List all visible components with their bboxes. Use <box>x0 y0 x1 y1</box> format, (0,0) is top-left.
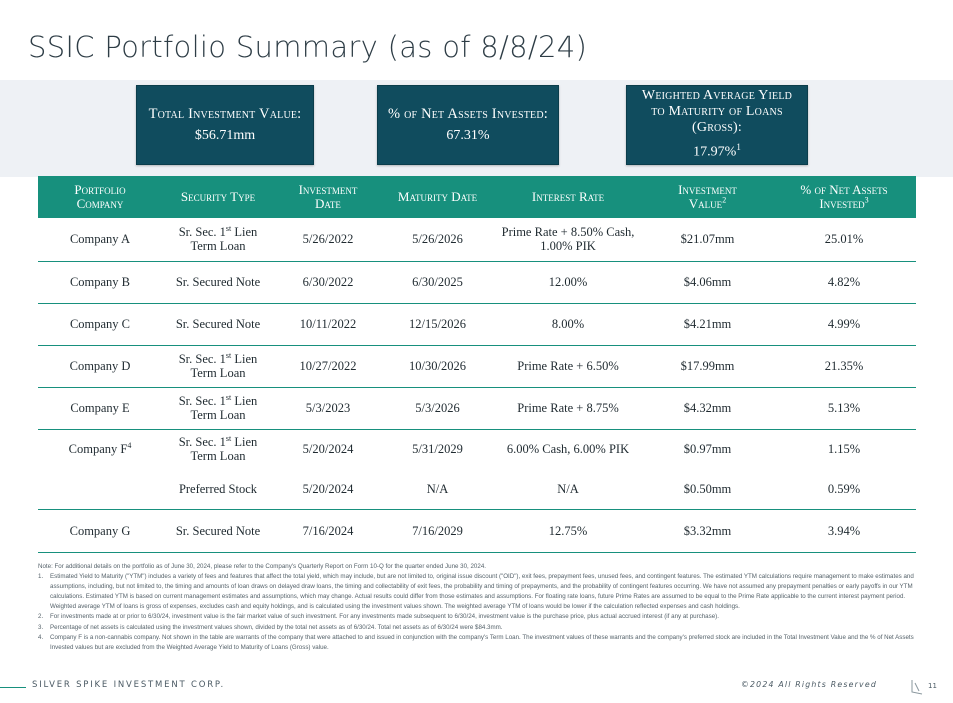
cell-pct-net-assets: 4.82% <box>772 261 916 304</box>
kpi-value: 67.31% <box>446 127 490 143</box>
cell-investment-date: 5/20/2024 <box>302 442 354 457</box>
kpi-label: Total Investment Value: <box>148 105 302 122</box>
cell-investment-value: $21.07mm <box>643 218 772 262</box>
header-interest-rate: Interest Rate <box>493 176 643 218</box>
cell-investment-date: 5/26/2022 <box>274 218 382 262</box>
cell-security-type: Sr. Secured Note <box>162 303 274 346</box>
cell-interest-rate: 6.00% Cash, 6.00% PIK <box>506 442 630 457</box>
cell-maturity-date: 10/30/2026 <box>382 345 493 388</box>
cell-company: Company G <box>38 509 162 553</box>
cell-interest-rate: Prime Rate + 8.50% Cash, 1.00% PIK <box>493 218 643 262</box>
cell-investment-date: 10/27/2022 <box>274 345 382 388</box>
cell-security-type: Preferred Stock <box>162 469 274 510</box>
cell-investment-date: 5/3/2023 <box>274 387 382 430</box>
kpi-label-line-2: to Maturity of Loans <box>651 104 783 120</box>
footer-copyright: ©2024 All Rights Reserved <box>741 680 877 689</box>
cell-investment-date: 7/16/2024 <box>274 509 382 553</box>
cell-interest-rate: N/A <box>493 469 643 510</box>
cell-maturity-date: 5/3/2026 <box>382 387 493 430</box>
cell-investment-date: 5/20/2024 <box>274 469 382 510</box>
footnotes: Note: For additional details on the port… <box>38 562 916 653</box>
cell-investment-value: $3.32mm <box>643 509 772 553</box>
kpi-net-assets-invested: % of Net Assets Invested: 67.31% <box>377 85 559 165</box>
cell-security-type: Sr. Sec. 1st Lien Term Loan <box>178 434 258 464</box>
page-number: 11 <box>928 682 937 690</box>
table-row: Company F4 Sr. Sec. 1st Lien Term Loan 5/… <box>38 429 916 469</box>
table-row: Company D Sr. Sec. 1st Lien Term Loan 10/… <box>38 345 916 388</box>
cell-investment-value: $4.06mm <box>643 261 772 304</box>
cell-interest-rate: Prime Rate + 6.50% <box>493 345 643 388</box>
footnote-intro: Note: For additional details on the port… <box>38 563 486 570</box>
cell-security-type: Sr. Sec. 1st Lien Term Loan <box>162 218 274 262</box>
cell-investment-value: $17.99mm <box>643 345 772 388</box>
cell-pct-net-assets: 25.01% <box>772 218 916 262</box>
cell-security-type: Sr. Sec. 1st Lien Term Loan <box>162 387 274 430</box>
header-investment-date: Investment Date <box>274 176 382 218</box>
footnote-item: 2. For investments made at or prior to 6/… <box>38 613 719 621</box>
cell-company: Company C <box>38 303 162 346</box>
header-portfolio-company: Portfolio Company <box>38 176 162 218</box>
cell-company: Company B <box>38 261 162 304</box>
header-investment-value: Investment Value2 <box>643 176 772 218</box>
cell-investment-value: $0.50mm <box>643 469 772 510</box>
portfolio-table: Portfolio Company Security Type Investmen… <box>38 176 916 553</box>
kpi-label-line-1: Weighted Average Yield <box>641 88 793 104</box>
cell-pct-net-assets: 3.94% <box>772 509 916 553</box>
header-pct-net-assets: % of Net Assets Invested3 <box>772 176 916 218</box>
kpi-value: 17.97%1 <box>693 138 741 162</box>
cell-pct-net-assets: 4.99% <box>772 303 916 346</box>
table-header-row: Portfolio Company Security Type Investmen… <box>38 176 916 218</box>
cell-maturity-date: 7/16/2029 <box>382 509 493 553</box>
cell-investment-date: 10/11/2022 <box>274 303 382 346</box>
footnote-marker: 1 <box>736 142 741 153</box>
cell-investment-date: 6/30/2022 <box>274 261 382 304</box>
cell-interest-rate: 12.00% <box>493 261 643 304</box>
page-title: SSIC Portfolio Summary (as of 8/8/24) <box>28 30 588 64</box>
cell-interest-rate: 8.00% <box>493 303 643 346</box>
footnote-item: 3. Percentage of net assets is calculated… <box>38 623 503 631</box>
kpi-total-investment-value: Total Investment Value: $56.71mm <box>136 85 314 165</box>
cell-pct-net-assets: 0.59% <box>772 469 916 510</box>
kpi-label-line-3: (Gross): <box>692 120 742 136</box>
footnote-item: 1. Estimated Yield to Maturity ("YTM") in… <box>38 573 914 611</box>
table-row: Preferred Stock 5/20/2024 N/A N/A $0.50m… <box>38 469 916 510</box>
cell-maturity-date: 12/15/2026 <box>382 303 493 346</box>
table-row: Company C Sr. Secured Note 10/11/2022 12… <box>38 303 916 346</box>
cell-pct-net-assets: 1.15% <box>827 442 861 457</box>
cell-security-type: Sr. Sec. 1st Lien Term Loan <box>162 345 274 388</box>
cell-pct-net-assets: 5.13% <box>772 387 916 430</box>
cell-investment-value: $0.97mm <box>683 442 732 457</box>
cell-investment-value: $4.32mm <box>643 387 772 430</box>
cell-company: Company A <box>38 218 162 262</box>
kpi-value: $56.71mm <box>194 127 256 143</box>
header-maturity-date: Maturity Date <box>382 176 493 218</box>
cell-company: Company D <box>38 345 162 388</box>
kpi-weighted-average-yield: Weighted Average Yield to Maturity of Lo… <box>626 85 808 165</box>
cell-interest-rate: 12.75% <box>493 509 643 553</box>
footer-accent-line <box>0 687 26 688</box>
cell-maturity-date: 5/31/2029 <box>412 442 463 457</box>
cell-security-type: Sr. Secured Note <box>162 509 274 553</box>
brand-mark-icon <box>911 680 923 695</box>
cell-maturity-date: 6/30/2025 <box>382 261 493 304</box>
table-row: Company B Sr. Secured Note 6/30/2022 6/3… <box>38 261 916 304</box>
cell-security-type: Sr. Secured Note <box>162 261 274 304</box>
footer-company-name: SILVER SPIKE INVESTMENT CORP. <box>32 680 226 690</box>
footnote-item: 4. Company F is a non-cannabis company. N… <box>38 633 914 651</box>
table-row: Company E Sr. Sec. 1st Lien Term Loan 5/3… <box>38 387 916 430</box>
header-security-type: Security Type <box>162 176 274 218</box>
cell-company: Company F4 <box>68 441 132 457</box>
cell-maturity-date: N/A <box>382 469 493 510</box>
kpi-label: % of Net Assets Invested: <box>387 105 549 122</box>
footnote-list: 1. Estimated Yield to Maturity ("YTM") in… <box>38 572 916 653</box>
cell-pct-net-assets: 21.35% <box>772 345 916 388</box>
cell-maturity-date: 5/26/2026 <box>382 218 493 262</box>
kpi-value-text: 17.97% <box>693 144 737 160</box>
table-row: Company A Sr. Sec. 1st Lien Term Loan 5/2… <box>38 218 916 262</box>
table-row: Company G Sr. Secured Note 7/16/2024 7/1… <box>38 509 916 553</box>
cell-investment-value: $4.21mm <box>643 303 772 346</box>
cell-interest-rate: Prime Rate + 8.75% <box>493 387 643 430</box>
cell-company: Company E <box>38 387 162 430</box>
cell-company <box>38 469 162 510</box>
